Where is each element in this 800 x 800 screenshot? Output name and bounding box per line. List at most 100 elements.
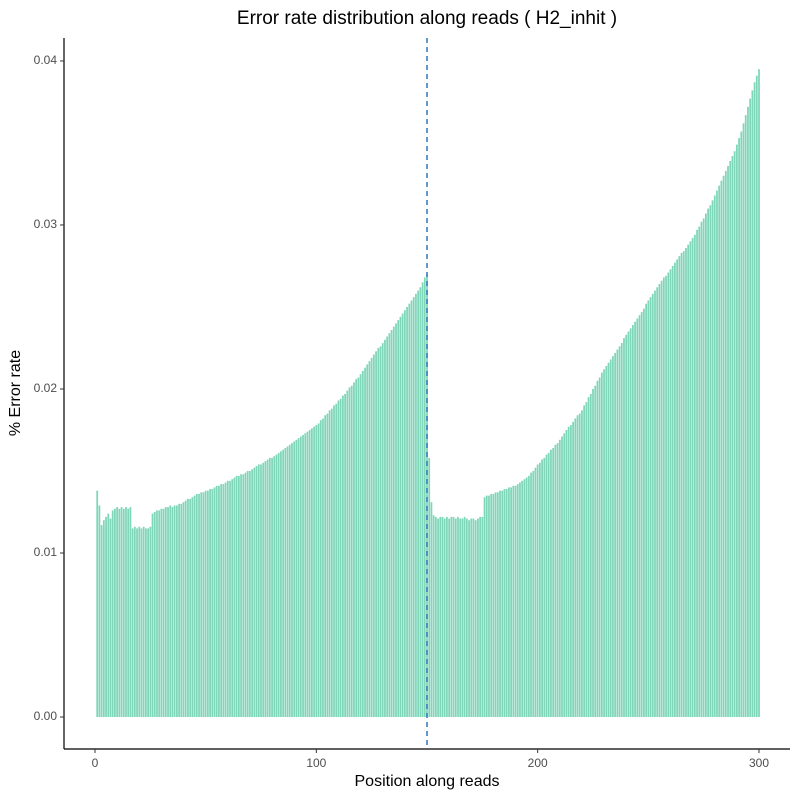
bar xyxy=(415,293,417,718)
bar xyxy=(432,515,435,718)
bar xyxy=(468,520,470,718)
bar xyxy=(136,528,138,718)
bar xyxy=(96,490,99,718)
bar xyxy=(251,469,254,718)
bar xyxy=(282,449,285,718)
bar xyxy=(512,485,515,718)
bar xyxy=(268,457,271,718)
bar xyxy=(742,123,745,718)
bar xyxy=(218,485,220,718)
bar xyxy=(589,393,592,718)
bar xyxy=(744,115,747,718)
bar xyxy=(603,369,605,718)
bar xyxy=(565,429,568,718)
bar xyxy=(532,470,535,718)
bar xyxy=(306,431,309,718)
bar xyxy=(129,507,132,718)
bar xyxy=(200,492,203,718)
bar xyxy=(638,315,641,718)
bar xyxy=(372,354,375,718)
bar xyxy=(308,429,311,718)
bar xyxy=(98,505,101,718)
x-tick-label: 0 xyxy=(92,756,99,770)
bar xyxy=(388,333,391,718)
bar xyxy=(605,366,608,718)
bar xyxy=(189,498,192,718)
bar xyxy=(206,490,209,718)
bar xyxy=(660,280,663,718)
bar xyxy=(731,156,734,718)
bar xyxy=(167,507,169,718)
bar xyxy=(412,297,415,718)
bar xyxy=(107,513,110,718)
bar xyxy=(423,277,426,718)
bar xyxy=(490,493,493,718)
bar xyxy=(319,420,322,718)
bar xyxy=(353,382,355,718)
bar xyxy=(640,311,643,718)
bar xyxy=(280,451,282,718)
bar xyxy=(541,459,543,718)
bar xyxy=(326,413,329,718)
bar xyxy=(313,426,316,718)
bar xyxy=(698,226,701,718)
bar xyxy=(521,480,524,718)
bar xyxy=(286,446,289,718)
bar xyxy=(727,165,729,718)
bar xyxy=(231,479,234,718)
bar xyxy=(623,338,625,718)
bar xyxy=(643,308,645,718)
bar xyxy=(448,518,451,718)
bar xyxy=(685,247,687,718)
bar xyxy=(665,275,667,718)
bar xyxy=(454,518,457,718)
bar xyxy=(191,497,194,718)
bar xyxy=(645,303,648,718)
bar xyxy=(240,474,242,718)
bar xyxy=(235,475,238,718)
bar xyxy=(149,526,152,718)
bar xyxy=(295,439,298,718)
bar xyxy=(357,377,360,718)
bar xyxy=(178,503,180,718)
bar xyxy=(122,508,125,718)
bar xyxy=(337,400,340,718)
bar xyxy=(430,502,433,718)
bar xyxy=(260,464,262,718)
bar xyxy=(674,262,676,718)
bar xyxy=(477,518,479,718)
bar xyxy=(184,500,187,718)
bar xyxy=(328,410,331,718)
bar xyxy=(609,359,612,718)
bar xyxy=(120,507,123,718)
bar xyxy=(264,461,267,718)
bar xyxy=(342,395,344,718)
bar xyxy=(656,287,659,718)
bar xyxy=(171,507,174,718)
bar xyxy=(359,374,362,718)
bar xyxy=(133,526,136,718)
bar xyxy=(215,485,218,718)
bar xyxy=(671,265,674,718)
bar xyxy=(441,516,444,718)
bar xyxy=(680,252,683,718)
y-tick-label: 0.01 xyxy=(34,545,58,559)
bar xyxy=(125,507,127,718)
bar xyxy=(111,510,114,718)
bar xyxy=(620,343,623,718)
bar xyxy=(202,492,205,718)
bar xyxy=(399,316,402,718)
bar xyxy=(569,425,572,718)
bar xyxy=(317,423,320,718)
bar xyxy=(266,459,269,718)
bar xyxy=(138,526,141,718)
bar xyxy=(538,462,541,718)
bar xyxy=(118,508,121,718)
bar xyxy=(439,516,442,718)
bar xyxy=(612,356,614,718)
bar xyxy=(636,318,639,718)
bar xyxy=(753,82,756,718)
bar xyxy=(693,234,696,718)
bar xyxy=(720,180,723,718)
bar xyxy=(709,205,712,718)
